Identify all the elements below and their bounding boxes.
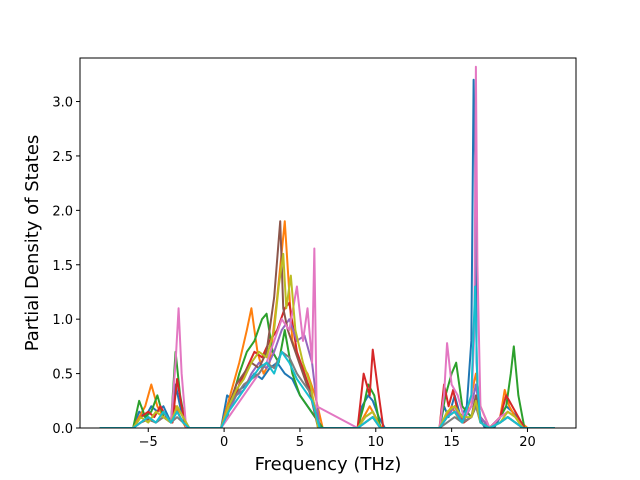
y-axis-label: Partial Density of States	[22, 135, 43, 352]
x-tick-label: 10	[368, 435, 385, 450]
y-tick-label: 0.5	[52, 368, 73, 383]
series-line-9	[99, 252, 555, 428]
x-tick-label: 20	[519, 435, 536, 450]
x-axis-label: Frequency (THz)	[255, 454, 402, 475]
y-tick-label: 3.0	[52, 96, 73, 111]
x-tick-label: 15	[443, 435, 460, 450]
y-tick-label: 0.0	[52, 422, 73, 437]
series-line-7	[99, 65, 555, 428]
y-tick-label: 2.0	[52, 204, 73, 219]
y-tick-label: 2.5	[52, 150, 73, 165]
series-line-10	[99, 285, 555, 428]
plot-frame	[79, 57, 577, 429]
x-tick-label: 0	[220, 435, 228, 450]
y-tick-label: 1.0	[52, 313, 73, 328]
x-tick-label: −5	[139, 435, 158, 450]
y-axis-ticks: 0.0 0.5 1.0 1.5 2.0 2.5 3.0	[52, 96, 80, 437]
x-axis-ticks: −5 0 5 10 15 20	[139, 428, 536, 450]
series-layer	[99, 65, 555, 428]
x-tick-label: 5	[296, 435, 304, 450]
y-tick-label: 1.5	[52, 259, 73, 274]
